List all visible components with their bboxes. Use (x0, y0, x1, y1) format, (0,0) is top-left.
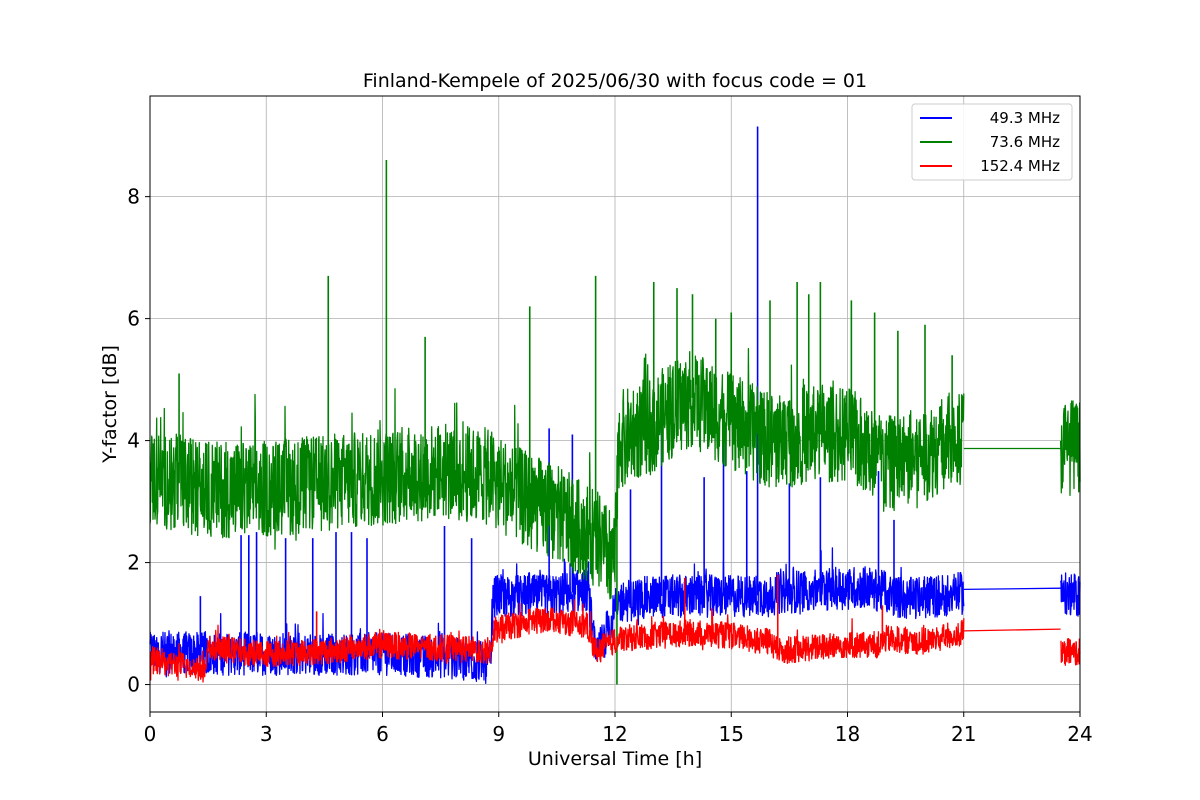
series-line-2-1 (149, 347, 965, 600)
x-tick-label: 24 (1067, 722, 1092, 746)
series-layer (149, 126, 1081, 685)
series-3 (149, 574, 1081, 683)
x-tick-label: 0 (144, 722, 157, 746)
series-2 (149, 160, 1081, 685)
y-axis-label: Y-factor [dB] (99, 345, 121, 464)
x-tick-label: 12 (602, 722, 627, 746)
y-tick-label: 6 (127, 307, 140, 331)
y-tick-label: 0 (127, 673, 140, 697)
x-tick-label: 9 (492, 722, 505, 746)
legend-box (911, 103, 1073, 181)
legend-label-1: 49.3 MHz (990, 109, 1060, 127)
legend-label-2: 73.6 MHz (990, 133, 1060, 151)
series-line-1-3 (1059, 572, 1081, 617)
x-axis-label: Universal Time [h] (528, 748, 702, 770)
y-tick-label: 2 (127, 551, 140, 575)
series-line-3-3 (1060, 638, 1081, 666)
series-1 (149, 126, 1081, 684)
x-tick-label: 3 (260, 722, 273, 746)
x-tick-label: 18 (835, 722, 860, 746)
x-tick-label: 6 (376, 722, 389, 746)
legend-label-3: 152.4 MHz (980, 157, 1060, 175)
x-tick-label: 15 (719, 722, 744, 746)
series-line-3-1 (149, 599, 965, 683)
chart-title: Finland-Kempele of 2025/06/30 with focus… (363, 70, 867, 92)
x-tick-label: 21 (951, 722, 976, 746)
y-tick-label: 8 (127, 185, 140, 209)
legend: 49.3 MHz 73.6 MHz 152.4 MHz (911, 103, 1073, 181)
y-tick-label: 4 (127, 429, 140, 453)
series-line-1-2 (963, 587, 1061, 591)
series-line-3-2 (963, 628, 1061, 632)
series-line-2-3 (1059, 400, 1081, 497)
